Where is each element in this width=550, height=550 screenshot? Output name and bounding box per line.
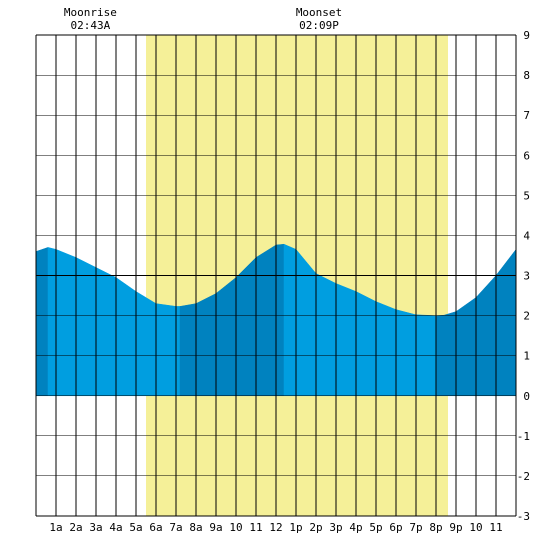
x-tick-label: 12 xyxy=(269,521,282,534)
grid-layer xyxy=(35,34,517,517)
y-axis-labels: 9 8 7 6 5 4 3 2 1 0 -1 -2 -3 xyxy=(517,29,531,523)
x-tick-label: 9a xyxy=(209,521,222,534)
x-tick-label: 6a xyxy=(149,521,162,534)
x-tick-label: 2a xyxy=(69,521,82,534)
x-tick-label: 5a xyxy=(129,521,142,534)
x-tick-label: 4p xyxy=(349,521,362,534)
y-tick-label: -1 xyxy=(517,430,530,443)
moon-annotation-time: 02:43A xyxy=(71,19,111,32)
x-tick-label: 3a xyxy=(89,521,102,534)
x-tick-label: 2p xyxy=(309,521,322,534)
x-tick-label: 11 xyxy=(489,521,502,534)
moon-annotation-label: Moonset xyxy=(296,6,342,19)
moon-annotation-time: 02:09P xyxy=(299,19,339,32)
y-tick-label: 0 xyxy=(523,390,530,403)
y-tick-label: 7 xyxy=(523,109,530,122)
y-tick-label: 6 xyxy=(523,149,530,162)
x-tick-label: 5p xyxy=(369,521,382,534)
x-tick-label: 1p xyxy=(289,521,302,534)
y-tick-label: 3 xyxy=(523,270,530,283)
y-tick-label: 1 xyxy=(523,350,530,363)
x-tick-label: 1a xyxy=(49,521,62,534)
x-tick-label: 8a xyxy=(189,521,202,534)
moon-annotation-label: Moonrise xyxy=(64,6,117,19)
y-tick-label: 8 xyxy=(523,69,530,82)
x-tick-label: 4a xyxy=(109,521,122,534)
tide-area-segment xyxy=(35,247,49,397)
x-tick-label: 7a xyxy=(169,521,182,534)
x-tick-label: 9p xyxy=(449,521,462,534)
x-tick-label: 7p xyxy=(409,521,422,534)
x-tick-label: 3p xyxy=(329,521,342,534)
x-tick-label: 10 xyxy=(469,521,482,534)
y-tick-label: 5 xyxy=(523,189,530,202)
x-tick-label: 11 xyxy=(249,521,262,534)
y-tick-label: 4 xyxy=(523,229,530,242)
y-tick-label: -3 xyxy=(517,510,530,523)
x-tick-label: 6p xyxy=(389,521,402,534)
x-axis-labels: 1a 2a 3a 4a 5a 6a 7a 8a 9a 10 11 12 1p 2p 3p 4p 5p 6p 7p 8p… xyxy=(49,521,502,534)
y-tick-label: 9 xyxy=(523,29,530,42)
y-tick-label: -2 xyxy=(517,470,530,483)
x-tick-label: 8p xyxy=(429,521,442,534)
y-tick-label: 2 xyxy=(523,310,530,323)
x-tick-label: 10 xyxy=(229,521,242,534)
